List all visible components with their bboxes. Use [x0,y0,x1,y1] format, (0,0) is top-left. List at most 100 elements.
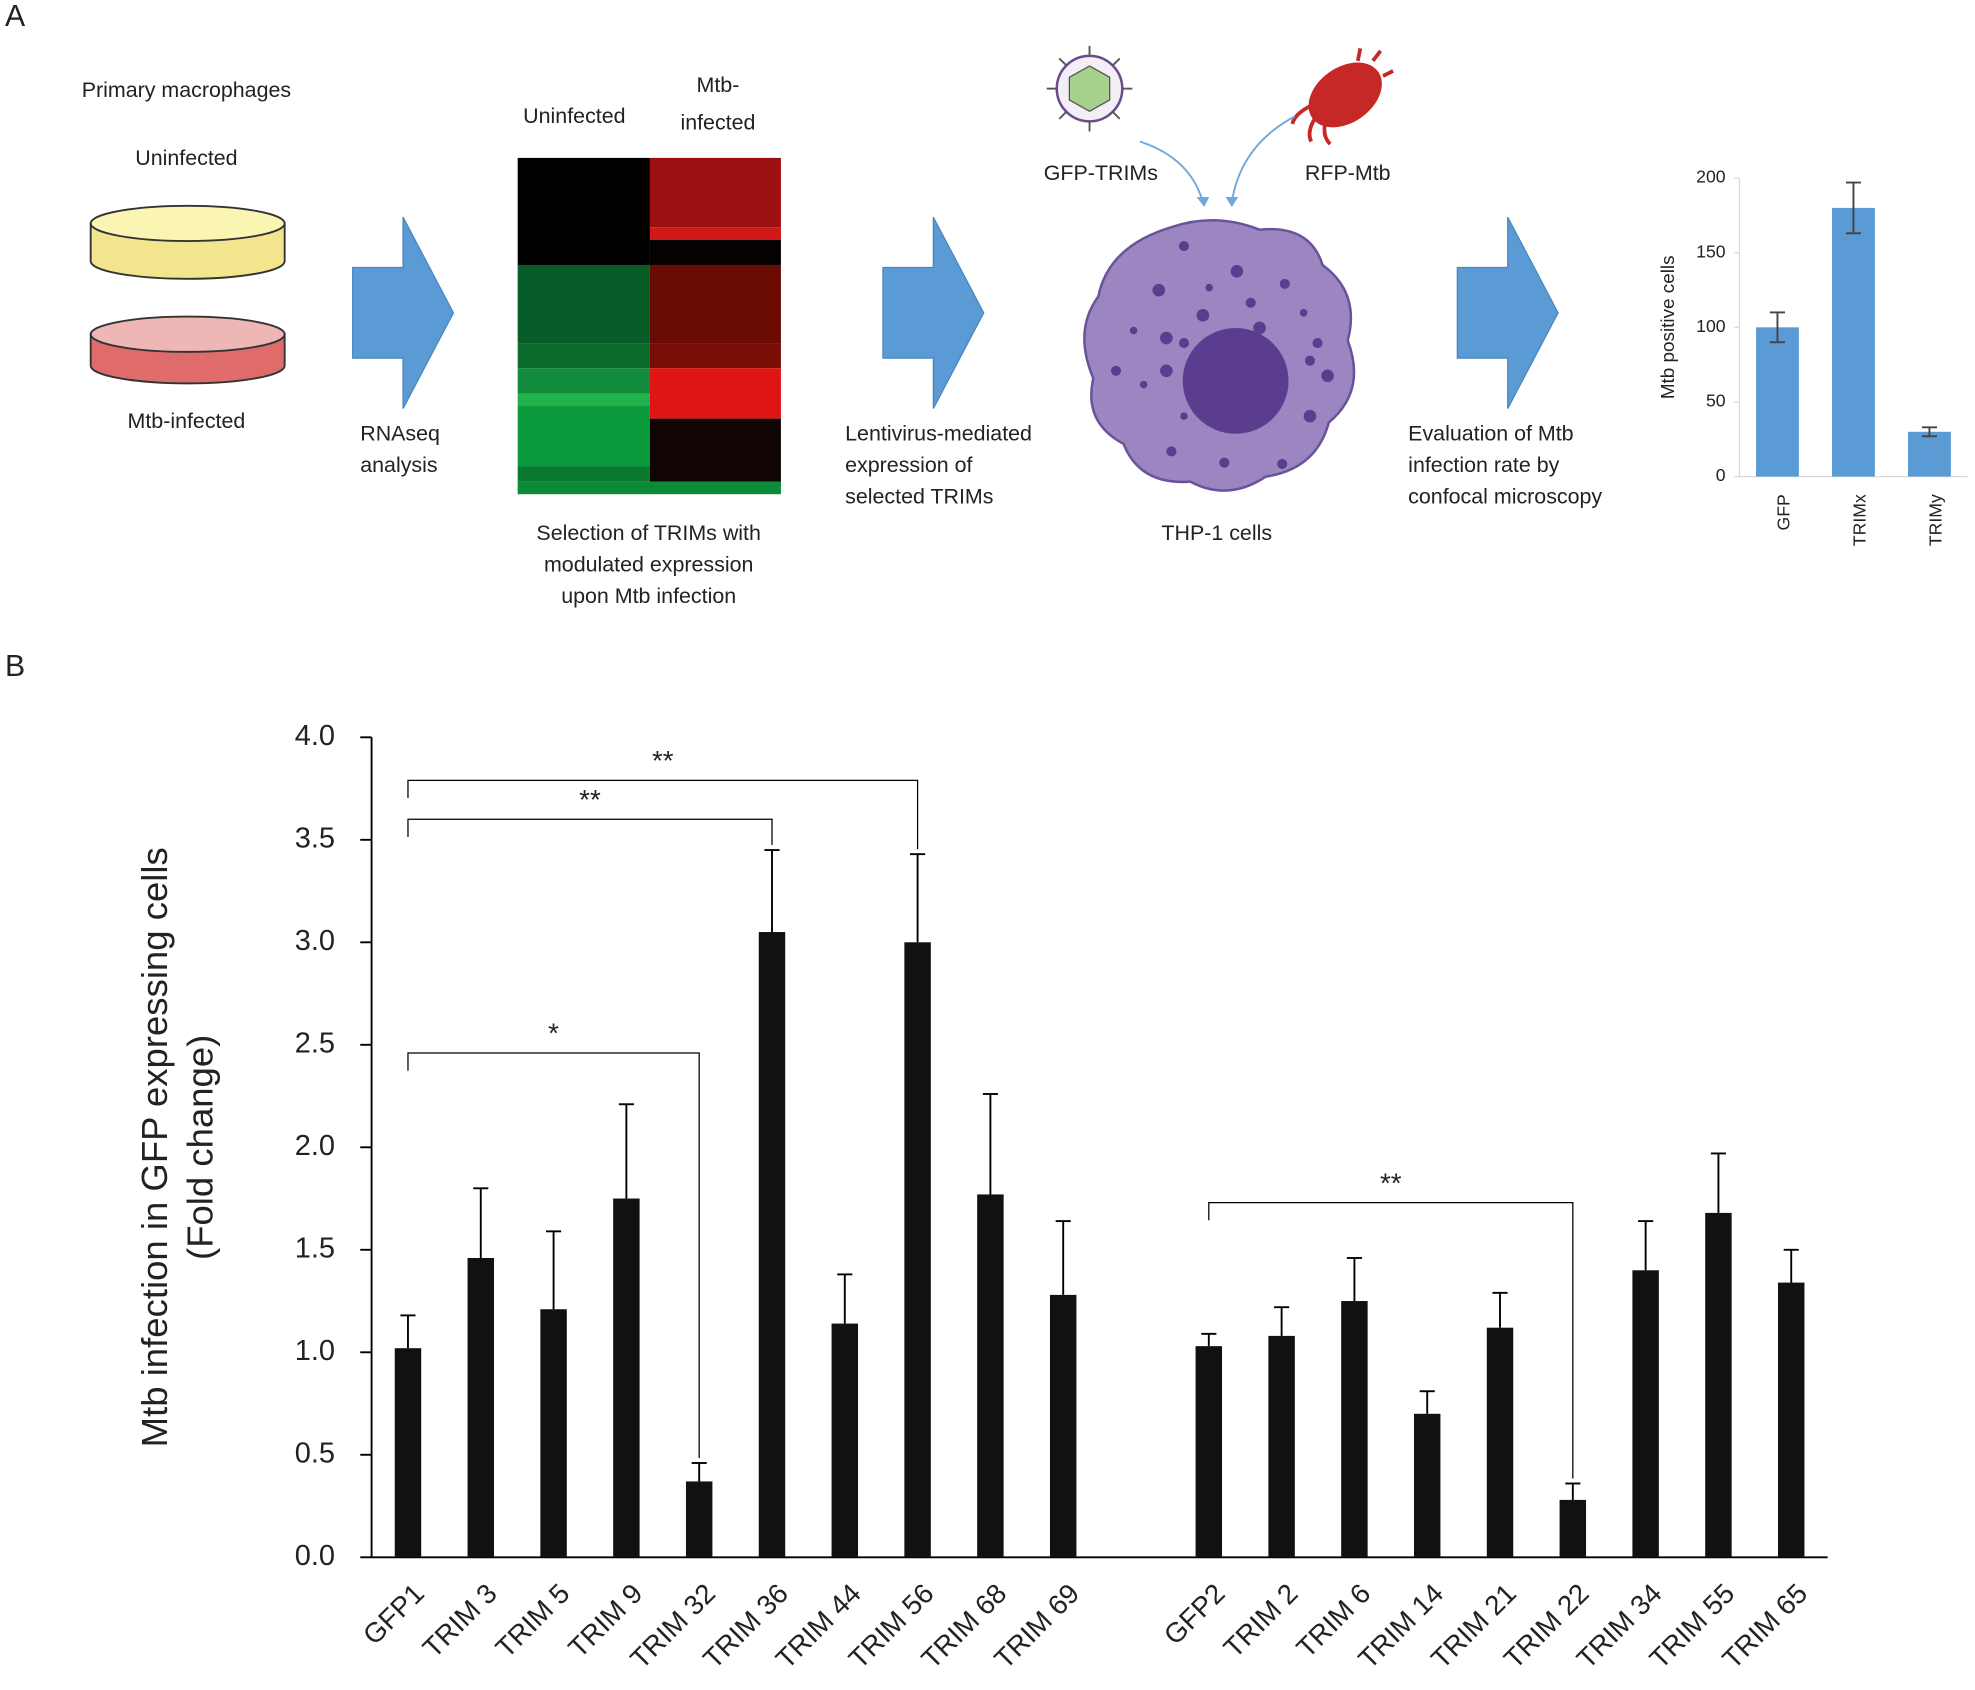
error-bar [1845,181,1862,235]
error-bar [1769,311,1786,344]
significance-bracket [407,779,919,850]
main-chart: 0.0 0.5 1.0 1.5 2.0 2.5 3.0 3.5 4.0 Mtb infection… [134,720,1828,1675]
significance-bracket [1208,1202,1574,1479]
error-bar [910,853,926,943]
bar [977,1194,1004,1558]
virus-capsid [1068,65,1111,113]
label: selected TRIMs [845,485,993,509]
cell [517,406,650,467]
x-tick-label: TRIM 3 [417,1578,503,1664]
error-bar [1346,1257,1362,1302]
error-bar [1921,426,1938,438]
y-tick-label: 200 [1696,167,1726,187]
bar [904,942,931,1558]
bar [1778,1282,1805,1558]
y-axis-label: Mtb infection in GFP expressing cells [134,847,175,1447]
bar [467,1257,495,1558]
error-bar [982,1093,998,1195]
label: GFP-TRIMs [1044,161,1158,185]
bacterium-pili [1290,47,1394,146]
virus-spikes [1046,45,1133,132]
error-bar [1783,1248,1799,1283]
error-bar [837,1273,853,1324]
y-axis-label: (Fold change) [179,1035,220,1260]
granules [1110,241,1334,470]
label: infected [680,111,755,135]
label: Mtb-infected [128,409,246,433]
bar [1486,1327,1514,1558]
cell [649,368,781,419]
bacterium-body [1308,62,1382,128]
cell [649,264,781,344]
inset-chart: 0 50 100 150 200 Mtb positive cells GFP TRIMx TR… [1658,167,1968,546]
error-bar [1492,1291,1508,1328]
x-tick-label: TRIMx [1850,494,1870,546]
virus [1046,45,1133,132]
error-bar [1638,1220,1654,1271]
bar [758,932,786,1558]
error-bar [1710,1152,1726,1213]
cell [517,343,650,369]
y-tick-label: 150 [1696,241,1726,261]
cell [517,481,781,495]
cell [649,418,781,482]
significance-label: ** [579,784,601,815]
label: Selection of TRIMs with [536,521,760,545]
x-tick-label: TRIM 2 [1217,1578,1303,1664]
dish-top [89,315,286,353]
cell [517,393,650,407]
dishes: Primary macrophages Uninfected Mtb-infec… [82,78,291,433]
error-bar [546,1230,562,1310]
label: upon Mtb infection [561,584,736,608]
cell [649,343,781,369]
label: analysis [360,453,437,477]
label: Uninfected [523,104,625,128]
label: confocal microscopy [1408,485,1602,509]
arrow [1456,216,1559,409]
error-bar [1201,1332,1217,1347]
panel-label: A [5,0,26,33]
cell [649,239,781,265]
panel-label: B [5,650,25,683]
y-tick-label: 0.5 [295,1437,335,1469]
significance-label: ** [1380,1167,1402,1198]
bar [1908,431,1951,477]
bacterium [1290,47,1394,146]
label: Uninfected [135,146,237,170]
error-bar [400,1314,416,1349]
y-tick-label: 100 [1696,316,1726,336]
bar [1413,1413,1441,1558]
bar [394,1348,422,1558]
y-tick-label: 0 [1716,465,1726,485]
error-bar [618,1103,634,1199]
label: expression of [845,453,972,477]
error-bar [1274,1306,1290,1336]
cell [517,264,650,344]
label: infection rate by [1408,453,1559,477]
x-tick-label: TRIMy [1926,494,1946,546]
label: Lentivirus-mediated [845,422,1032,446]
dish-top [89,204,286,242]
thp1-cell [1083,218,1356,492]
y-tick-label: 2.5 [295,1027,335,1059]
arrowhead [1196,196,1210,208]
error-bar [1419,1390,1435,1414]
cell [649,227,781,240]
x-tick-label: GFP [1774,494,1794,530]
y-tick-label: 3.5 [295,822,335,854]
error-bar [1565,1482,1581,1500]
y-axis-label: Mtb positive cells [1658,255,1679,399]
y-tick-label: 2.0 [295,1130,335,1162]
bar [831,1323,859,1558]
arrowhead [1225,196,1239,208]
y-tick-label: 3.0 [295,925,335,957]
y-tick-label: 1.0 [295,1335,335,1367]
error-bar [1055,1220,1071,1295]
cell [649,157,781,228]
arrow [352,216,455,409]
significance-label: ** [652,745,674,776]
label: THP-1 cells [1161,521,1272,545]
bar [613,1198,640,1558]
